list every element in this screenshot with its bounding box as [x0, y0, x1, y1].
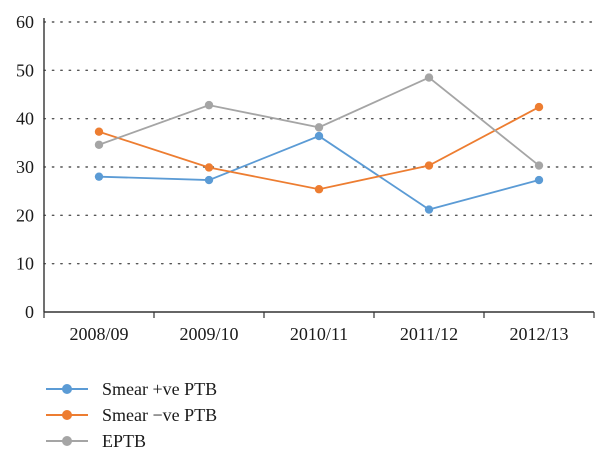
data-point	[534, 161, 544, 170]
data-point	[424, 73, 434, 82]
data-point	[204, 100, 214, 110]
y-tick-label: 60	[16, 12, 34, 32]
data-point	[534, 102, 544, 112]
line-chart: 0 10 20 30 40 50 60 2008/09 2009/10 2010/11 2011/…	[16, 12, 595, 344]
series-line	[98, 106, 540, 191]
y-tick-label: 0	[25, 302, 34, 322]
legend: Smear +ve PTB Smear −ve PTB EPTB	[46, 376, 217, 454]
y-tick-label: 50	[16, 60, 34, 80]
legend-swatch-smear-positive	[46, 382, 88, 396]
legend-swatch-eptb	[46, 434, 88, 448]
data-point	[204, 163, 214, 172]
x-tick-label: 2012/13	[509, 324, 568, 344]
series-group	[94, 73, 544, 214]
legend-item-smear-negative: Smear −ve PTB	[46, 402, 217, 428]
data-point	[204, 175, 214, 185]
data-point	[424, 205, 434, 214]
x-tick-label: 2010/11	[290, 324, 348, 344]
legend-item-eptb: EPTB	[46, 428, 217, 454]
series-0	[94, 131, 544, 214]
data-point	[424, 161, 434, 170]
data-point	[94, 127, 104, 136]
data-point	[314, 123, 324, 132]
x-tick-label: 2011/12	[400, 324, 458, 344]
series-line	[98, 135, 540, 211]
x-tick-label: 2009/10	[179, 324, 238, 344]
legend-label: Smear +ve PTB	[102, 378, 218, 399]
legend-label: Smear −ve PTB	[102, 404, 218, 425]
y-tick-label: 30	[16, 157, 34, 177]
data-point	[314, 185, 324, 194]
x-tick-label: 2008/09	[69, 324, 128, 344]
axes	[43, 18, 594, 313]
series-2	[94, 73, 544, 170]
x-axis-ticks: 2008/09 2009/10 2010/11 2011/12 2012/13	[43, 312, 595, 344]
data-point	[94, 140, 104, 149]
data-point	[94, 172, 104, 181]
y-tick-label: 40	[16, 109, 34, 129]
y-tick-label: 20	[16, 205, 34, 225]
legend-swatch-smear-negative	[46, 408, 88, 422]
legend-item-smear-positive: Smear +ve PTB	[46, 376, 217, 402]
legend-label: EPTB	[102, 430, 147, 451]
data-point	[314, 131, 324, 141]
data-point	[534, 175, 544, 185]
y-axis-ticks: 0 10 20 30 40 50 60	[16, 12, 34, 322]
series-1	[94, 102, 544, 194]
y-tick-label: 10	[16, 254, 34, 274]
